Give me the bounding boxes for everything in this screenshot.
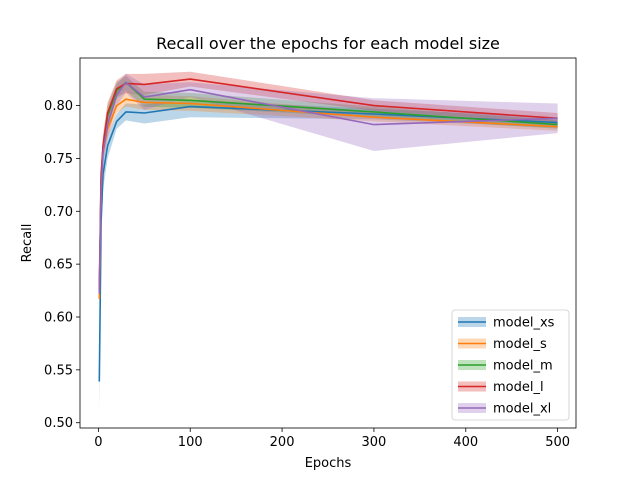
y-tick-label: 0.65	[44, 258, 73, 273]
y-tick-label: 0.60	[44, 311, 73, 326]
legend-label: model_xs	[493, 316, 555, 331]
legend: model_xs model_s model_m model_l model_xl	[451, 309, 570, 421]
x-tick-label: 300	[362, 435, 387, 450]
chart-title: Recall over the epochs for each model si…	[156, 34, 500, 53]
legend-box	[451, 309, 570, 421]
x-tick-label: 500	[545, 435, 570, 450]
y-axis-title: Recall	[20, 224, 35, 263]
legend-label: model_m	[493, 359, 553, 374]
y-tick-label: 0.70	[44, 205, 73, 220]
x-tick-label: 100	[178, 435, 203, 450]
x-tick-label: 200	[270, 435, 295, 450]
legend-label: model_s	[493, 337, 547, 352]
legend-label: model_l	[493, 380, 544, 395]
x-tick-label: 400	[453, 435, 478, 450]
x-axis-ticks: 0 100 200 300 400 500	[94, 428, 570, 450]
y-tick-label: 0.80	[44, 99, 73, 114]
line-model_xl	[98, 81, 558, 294]
x-tick-label: 0	[94, 435, 102, 450]
plot-frame	[79, 57, 577, 429]
legend-label: model_xl	[493, 402, 551, 417]
series-lines	[98, 78, 558, 382]
y-tick-label: 0.50	[44, 416, 73, 431]
band-model_xl	[99, 73, 558, 302]
x-axis-title: Epochs	[305, 456, 352, 471]
confidence-bands	[99, 71, 558, 413]
band-model_l	[99, 71, 558, 296]
y-tick-label: 0.75	[44, 152, 73, 167]
band-model_m	[99, 76, 558, 301]
y-axis-ticks: 0.50 0.55 0.60 0.65 0.70 0.75 0.80	[44, 99, 80, 431]
y-tick-label: 0.55	[44, 363, 73, 378]
